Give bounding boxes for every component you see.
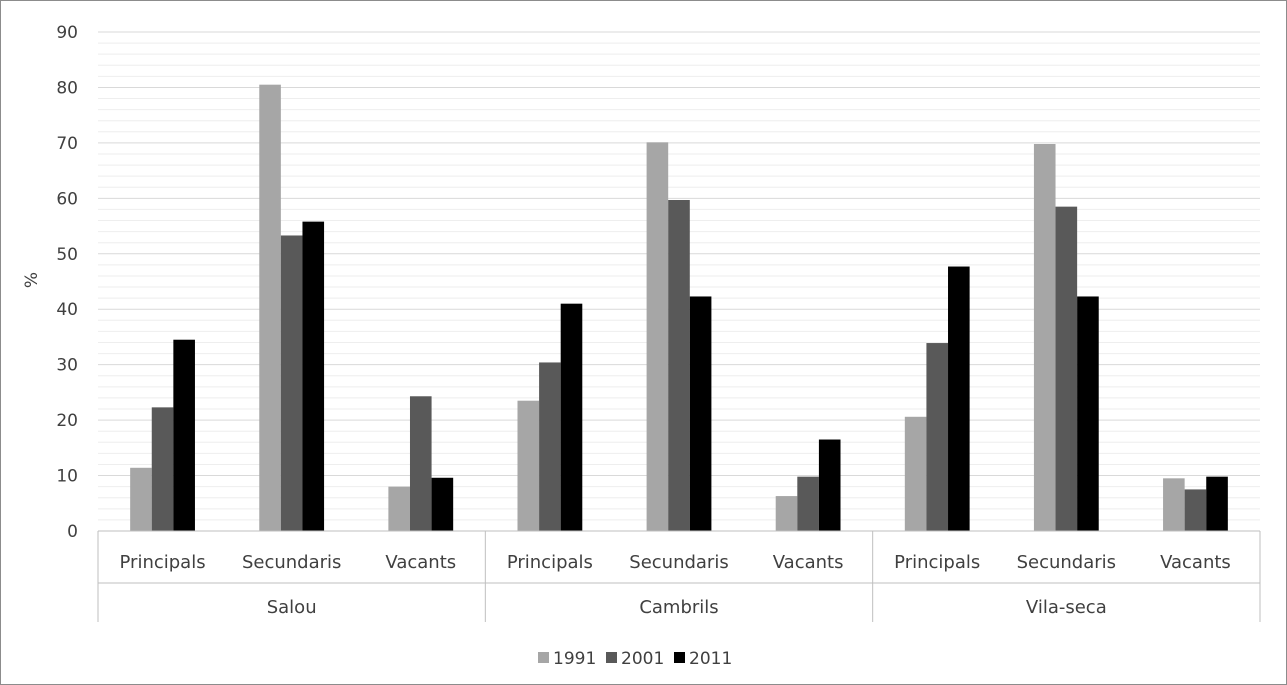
- x-tick-label: Principals: [507, 552, 593, 573]
- bar: [173, 339, 195, 531]
- group-label: Cambrils: [639, 597, 718, 618]
- bars: [130, 84, 1228, 531]
- y-tick-label: 40: [56, 300, 78, 320]
- x-tick-label: Vacants: [773, 552, 844, 573]
- legend-swatch: [538, 652, 549, 663]
- x-tick-label: Secundaris: [242, 552, 341, 573]
- bar: [818, 439, 841, 531]
- legend-label: 2001: [621, 649, 664, 669]
- y-axis-ticks: 0 10 20 30 40 50 60 70 80 90: [56, 23, 78, 542]
- bar: [259, 84, 281, 531]
- y-tick-label: 50: [56, 245, 78, 265]
- x-axis: Principals Secundaris Vacants Principals Sec…: [97, 530, 1261, 622]
- y-tick-label: 80: [56, 78, 78, 98]
- bar: [1206, 476, 1228, 531]
- bar: [689, 296, 712, 531]
- y-tick-label: 90: [56, 23, 78, 43]
- x-tick-label: Secundaris: [1017, 552, 1116, 573]
- bar: [668, 199, 690, 531]
- bar: [151, 407, 174, 531]
- legend-label: 1991: [553, 649, 596, 669]
- bar: [560, 303, 583, 531]
- bar: [409, 396, 432, 531]
- x-tick-label: Secundaris: [629, 552, 728, 573]
- y-tick-label: 70: [56, 134, 78, 154]
- bar: [280, 235, 303, 531]
- legend-label: 2011: [689, 649, 732, 669]
- bar: [1033, 143, 1056, 531]
- bar: [904, 416, 927, 531]
- x-tick-label: Vacants: [1160, 552, 1231, 573]
- x-tick-label: Vacants: [385, 552, 456, 573]
- group-label: Vila-seca: [1026, 597, 1107, 618]
- bar: [1077, 296, 1099, 531]
- bar: [926, 343, 949, 531]
- bar: [130, 467, 152, 531]
- group-label: Salou: [267, 597, 317, 618]
- bar: [1184, 489, 1207, 531]
- legend: 1991 2001 2011: [538, 649, 732, 669]
- bar: [1163, 478, 1185, 531]
- y-tick-label: 60: [56, 189, 78, 209]
- y-tick-label: 10: [56, 467, 78, 487]
- x-tick-label: Principals: [894, 552, 980, 573]
- x-tick-label: Principals: [120, 552, 206, 573]
- bar: [431, 477, 454, 531]
- y-axis-label: %: [22, 272, 42, 288]
- bar: [797, 476, 819, 531]
- bar: [1055, 206, 1078, 531]
- legend-swatch: [674, 652, 685, 663]
- y-tick-label: 20: [56, 411, 78, 431]
- bar: [948, 266, 970, 531]
- bar: [388, 486, 410, 531]
- bar: [539, 362, 561, 531]
- bar: [302, 221, 325, 531]
- y-tick-label: 0: [67, 522, 78, 542]
- bar: [646, 142, 669, 531]
- bar: [775, 496, 798, 531]
- y-tick-label: 30: [56, 356, 78, 376]
- legend-swatch: [606, 652, 617, 663]
- bar: [517, 400, 540, 531]
